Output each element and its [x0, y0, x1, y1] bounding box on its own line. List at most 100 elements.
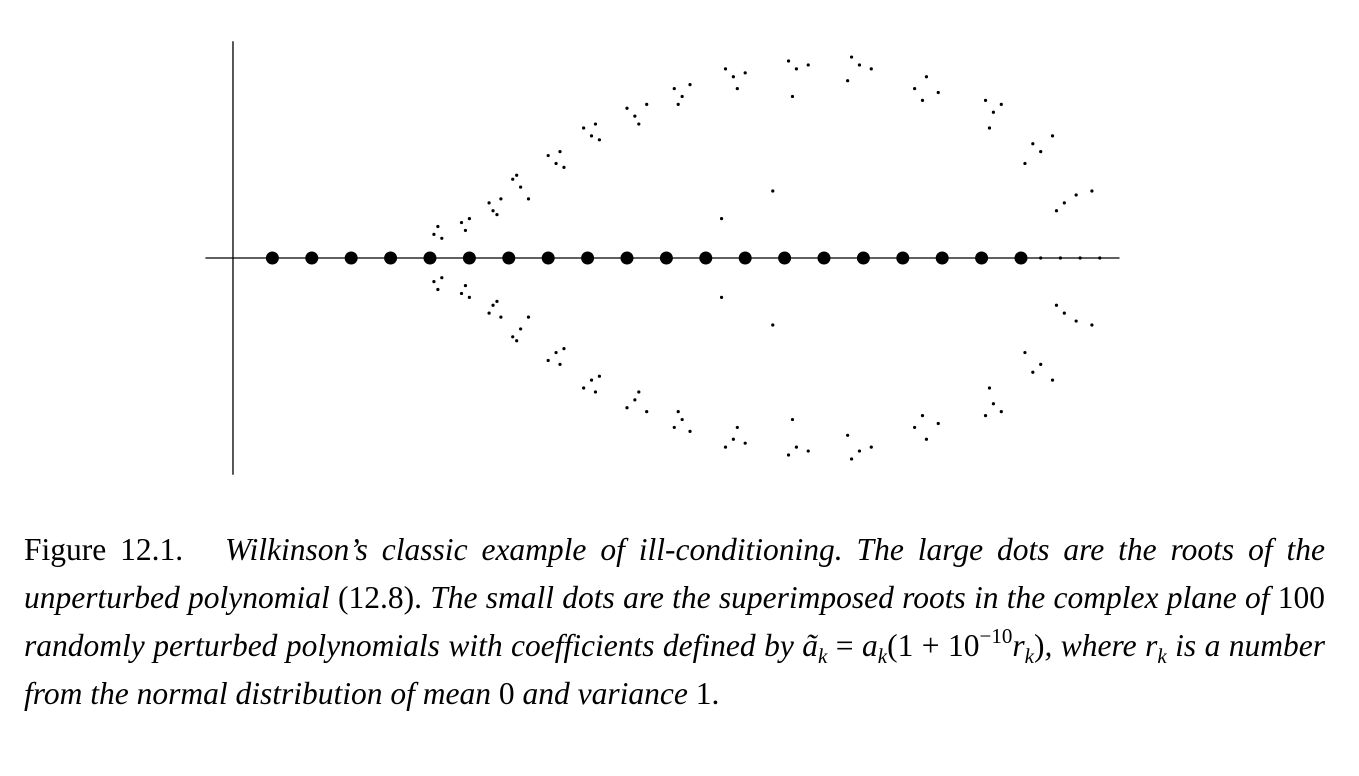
perturbed-root-dot: [491, 303, 495, 307]
perturbed-root-dot: [719, 217, 724, 221]
perturbed-root-dot: [794, 67, 799, 71]
perturbed-root-dot: [526, 197, 531, 201]
perturbed-root-dot: [723, 67, 728, 71]
caption-math: =: [827, 628, 863, 663]
perturbed-root-dot: [637, 122, 641, 126]
perturbed-root-dot: [499, 315, 503, 319]
caption-text: randomly perturbed polynomials with coef…: [24, 628, 803, 663]
perturbed-root-dot: [1078, 256, 1082, 260]
perturbed-root-dot: [849, 55, 854, 59]
perturbed-root-dot: [1023, 350, 1027, 355]
caption-math: ): [1033, 628, 1045, 663]
perturbed-root-dot: [869, 67, 873, 71]
perturbed-root-dot: [645, 410, 649, 414]
perturbed-root-dot: [499, 197, 503, 201]
root-dot: [778, 251, 792, 265]
perturbed-root-dot: [806, 449, 810, 453]
perturbed-root-dot: [463, 228, 468, 233]
perturbed-root-dot: [924, 75, 929, 79]
perturbed-root-dot: [676, 410, 680, 414]
perturbed-root-dot: [786, 453, 791, 457]
perturbed-root-dot: [999, 410, 1003, 414]
perturbed-root-dot: [463, 283, 468, 288]
perturbed-root-dot: [743, 71, 747, 75]
perturbed-root-dot: [1039, 256, 1043, 260]
perturbed-root-dot: [519, 185, 523, 189]
caption-label: Figure 12.1.: [24, 532, 184, 567]
perturbed-root-dot: [589, 134, 594, 138]
perturbed-root-dot: [987, 386, 992, 390]
perturbed-root-dot: [633, 114, 637, 118]
root-dot: [462, 251, 476, 265]
root-dot: [817, 251, 831, 265]
perturbed-root-dot: [731, 437, 735, 441]
root-dot: [423, 251, 437, 265]
perturbed-root-dot: [849, 457, 854, 461]
figure-caption: Figure 12.1. Wilkinson’s classic example…: [24, 526, 1325, 718]
root-dot: [738, 251, 752, 265]
perturbed-root-dot: [857, 63, 862, 67]
perturbed-root-dot: [589, 378, 594, 382]
root-dot: [620, 251, 634, 265]
perturbed-root-dot: [467, 217, 471, 221]
perturbed-root-dot: [495, 299, 499, 303]
perturbed-root-dot: [526, 315, 531, 319]
caption-math: k: [1157, 644, 1167, 668]
perturbed-root-dot: [1062, 311, 1066, 315]
perturbed-root-dot: [731, 75, 735, 79]
perturbed-root-dot: [1039, 362, 1043, 366]
perturbed-root-dot: [637, 390, 641, 394]
perturbed-root-dot: [672, 425, 676, 430]
caption-math: 1: [695, 676, 712, 711]
perturbed-root-dot: [735, 425, 739, 430]
perturbed-root-dot: [936, 421, 940, 426]
perturbed-root-dot: [771, 323, 775, 327]
perturbed-root-dot: [546, 358, 550, 363]
root-dot: [581, 251, 595, 265]
perturbed-root-dot: [991, 402, 996, 406]
perturbed-root-dot: [625, 406, 629, 410]
caption-text: Wilkinson’s classic example of ill-condi…: [24, 532, 1325, 615]
perturbed-root-dot: [846, 433, 850, 437]
caption-math: r: [1145, 628, 1158, 663]
root-dot: [344, 251, 358, 265]
root-dot: [896, 251, 910, 265]
perturbed-root-dot: [869, 445, 873, 449]
caption-text: .: [711, 676, 720, 711]
perturbed-root-dot: [1074, 319, 1078, 323]
perturbed-root-dot: [440, 236, 444, 240]
perturbed-root-dot: [633, 398, 637, 402]
perturbed-root-dot: [554, 161, 558, 166]
perturbed-root-dot: [987, 126, 992, 130]
perturbed-root-dot: [436, 287, 440, 292]
root-dot: [856, 251, 870, 265]
perturbed-root-dot: [511, 177, 515, 181]
perturbed-root-dot: [846, 79, 850, 83]
perturbed-root-dot: [857, 449, 862, 453]
perturbed-root-dot: [719, 295, 724, 299]
perturbed-root-dot: [1050, 378, 1055, 382]
perturbed-root-dot: [1062, 201, 1066, 205]
perturbed-root-dot: [1074, 193, 1078, 197]
root-dot: [541, 251, 555, 265]
caption-text: The small dots are the superimposed root…: [421, 580, 1278, 615]
perturbed-root-dot: [688, 429, 692, 433]
perturbed-root-dot: [806, 63, 810, 67]
perturbed-root-dot: [491, 209, 495, 213]
perturbed-root-dot: [913, 425, 917, 430]
perturbed-root-dot: [487, 201, 491, 205]
perturbed-root-dot: [645, 102, 649, 106]
root-dot: [975, 251, 989, 265]
perturbed-root-dot: [723, 445, 728, 449]
perturbed-root-dot: [511, 335, 515, 339]
perturbed-root-dot: [676, 102, 680, 106]
perturbed-root-dot: [1031, 142, 1035, 146]
perturbed-root-dot: [794, 445, 799, 449]
perturbed-root-dot: [991, 110, 996, 114]
caption-text: and variance: [514, 676, 696, 711]
perturbed-root-dot: [672, 86, 676, 91]
figure-plot: [205, 41, 1120, 475]
perturbed-root-dot: [790, 94, 795, 99]
perturbed-root-dot: [924, 437, 929, 441]
caption-math: k: [1024, 644, 1034, 668]
